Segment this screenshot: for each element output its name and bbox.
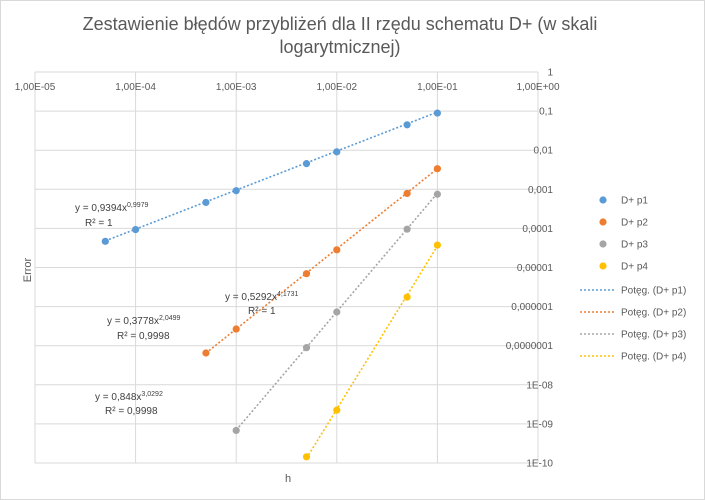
y-tick-label: 0,0000001	[506, 341, 554, 352]
data-point	[302, 453, 311, 461]
data-point	[403, 293, 411, 301]
trendline-r-squared: R² = 1	[248, 306, 276, 317]
legend-entry: Potęg. (D+ p1)	[621, 286, 686, 297]
legend-entry: Potęg. (D+ p4)	[621, 352, 686, 363]
data-point	[433, 109, 441, 117]
legend-entry: Potęg. (D+ p3)	[621, 330, 686, 341]
trendline-equation: y = 0,5292x4,1731	[225, 291, 299, 303]
trendline	[105, 111, 438, 242]
y-tick-label: 0,0001	[522, 224, 553, 235]
trendline-r-squared: R² = 0,9998	[117, 331, 170, 342]
x-tick-label: 1,00E-01	[417, 82, 458, 93]
data-point	[232, 187, 240, 195]
legend-marker	[599, 262, 607, 270]
data-point	[132, 225, 140, 234]
x-tick-label: 1,00E-02	[317, 82, 358, 93]
data-point	[302, 160, 311, 168]
data-point	[202, 198, 210, 207]
data-points	[101, 109, 441, 461]
trendline-r-squared: R² = 0,9998	[105, 406, 158, 417]
legend-entry: D+ p3	[621, 240, 648, 251]
legend-marker	[599, 218, 607, 226]
data-point	[333, 246, 341, 254]
y-tick-label: 1E-08	[526, 380, 553, 391]
y-tick-label: 0,001	[528, 185, 553, 196]
y-axis-tick-labels: 1 0,1 0,01 0,001 0,0001 0,00001 0,000001 0,0000…	[506, 68, 554, 470]
y-axis-title: Error	[22, 257, 34, 282]
x-tick-label: 1,00E-03	[216, 82, 257, 93]
data-point	[101, 237, 109, 245]
legend-entry: Potęg. (D+ p2)	[621, 308, 686, 319]
data-point	[403, 189, 411, 198]
trendline	[205, 168, 438, 354]
chart-title-line-2: logarytmicznej)	[279, 37, 401, 57]
data-point	[333, 406, 341, 414]
data-point	[202, 349, 210, 357]
y-tick-label: 0,1	[539, 107, 553, 118]
data-point	[333, 148, 341, 156]
trendlines	[105, 111, 439, 459]
data-point	[232, 426, 240, 435]
chart-title-line-1: Zestawienie błędów przybliżeń dla II rzę…	[82, 14, 598, 34]
x-tick-label: 1,00E-04	[115, 82, 156, 93]
trendline-r-squared: R² = 1	[85, 218, 113, 229]
trendline-equation: y = 0,3778x2,0499	[107, 315, 181, 327]
legend-entry: D+ p1	[621, 196, 648, 207]
data-point	[302, 270, 311, 278]
data-point	[433, 165, 441, 173]
legend-marker	[599, 240, 607, 248]
data-point	[433, 190, 441, 198]
legend-entry: D+ p2	[621, 218, 648, 229]
trendline-equation: y = 0,848x3,0292	[95, 391, 163, 403]
data-point	[333, 308, 341, 316]
trendline-exponent: 4,1731	[277, 291, 299, 298]
x-axis-title: h	[285, 473, 291, 485]
trendline-exponent: 2,0499	[159, 315, 181, 322]
data-point	[302, 344, 311, 352]
x-tick-label: 1,00E+00	[516, 82, 560, 93]
data-point	[433, 241, 441, 249]
trendline-equation: y = 0,9394x0,9979	[75, 202, 149, 214]
gridlines	[34, 71, 539, 464]
y-tick-label: 1	[547, 68, 553, 79]
trendline-exponent: 0,9979	[127, 202, 149, 209]
y-tick-label: 0,000001	[511, 302, 553, 313]
y-tick-label: 1E-09	[526, 419, 553, 430]
x-axis-tick-labels: 1,00E-05 1,00E-04 1,00E-03 1,00E-02 1,00E-01…	[15, 82, 560, 93]
x-tick-label: 1,00E-05	[15, 82, 56, 93]
legend-entry: D+ p4	[621, 262, 648, 273]
y-tick-label: 0,00001	[517, 263, 554, 274]
y-tick-label: 0,01	[534, 146, 554, 157]
data-point	[403, 225, 411, 233]
y-tick-label: 1E-10	[526, 459, 553, 470]
trendline-exponent: 3,0292	[141, 391, 163, 398]
data-point	[403, 121, 411, 129]
trendline	[305, 245, 439, 459]
legend-marker	[599, 196, 607, 204]
legend: D+ p1 D+ p2 D+ p3 D+ p4 Potęg. (D+ p1) Potęg.…	[580, 196, 686, 363]
data-point	[232, 325, 240, 333]
